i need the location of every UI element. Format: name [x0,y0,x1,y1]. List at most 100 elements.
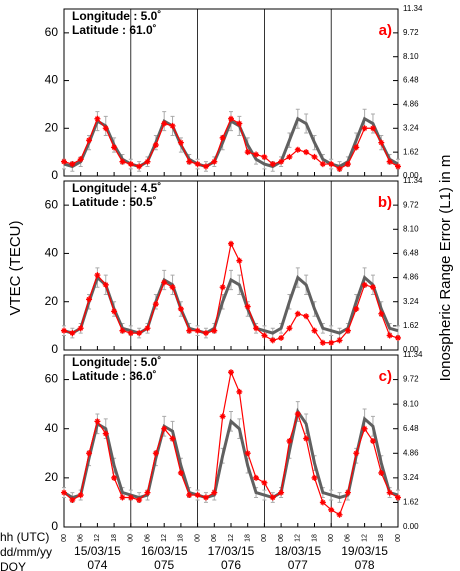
x-tick-label: 12 [94,534,101,542]
observed-point [219,284,226,291]
observed-point [395,494,401,501]
date-label: 16/03/15 [141,544,188,558]
date-label: 18/03/15 [274,544,321,558]
x-tick-label: 00 [328,534,335,542]
observed-point [336,511,343,518]
observed-point [219,134,226,141]
x-tick-label: 12 [161,534,168,542]
mean-line [63,274,399,335]
y-tick-label: 40 [45,421,59,435]
observed-point [278,158,285,165]
observed-point [202,330,209,337]
x-row-title: dd/mm/yy [0,545,52,559]
y-tick-label: 0 [51,168,58,182]
panel-label: a) [379,22,392,39]
doy-label: 075 [154,558,174,571]
observed-point [77,325,84,332]
doy-label: 074 [87,558,107,571]
observed-point [336,337,343,344]
observed-point [228,115,234,122]
annotation: Longitude : 4.5˚ [72,181,161,195]
observed-point [244,303,251,310]
y-tick-label: 60 [45,372,59,386]
observed-point [303,149,310,156]
observed-point [152,141,159,148]
y2-axis-title: Ionospheric Range Error (L1) in m [437,155,454,382]
observed-point [119,158,126,165]
observed-point [286,325,293,332]
observed-point [328,339,335,346]
observed-point [69,496,76,503]
annotation: Longitude : 5.0˚ [72,355,161,369]
observed-point [269,337,276,344]
observed-point [236,257,243,264]
observed-point [177,469,184,476]
date-label: 15/03/15 [74,544,121,558]
observed-point [353,144,360,151]
observed-point [294,146,301,153]
y-tick-label: 0 [51,519,58,533]
observed-point [395,334,401,341]
x-row-title: hh (UTC) [0,530,49,544]
observed-point [102,125,109,132]
date-label: 17/03/15 [208,544,255,558]
observed-point [261,153,268,160]
y2-tick-label: 4.86 [403,448,419,457]
observed-point [236,120,243,127]
x-tick-label: 06 [144,534,151,542]
observed-point [319,339,326,346]
y2-tick-label: 0.00 [403,345,419,354]
observed-point [328,161,335,168]
observed-point [86,296,93,303]
observed-point [328,506,335,513]
observed-point [253,325,260,332]
x-tick-label: 18 [311,534,318,542]
observed-point [269,494,276,501]
y-tick-label: 60 [45,197,59,211]
observed-point [177,305,184,312]
observed-point [136,330,143,337]
observed-point [319,161,326,168]
observed-point [211,158,218,165]
observed-point [202,494,209,501]
observed-point [236,388,243,395]
observed-point [194,492,201,499]
y2-tick-label: 3.24 [403,123,419,132]
observed-point [61,158,67,165]
observed-point [194,161,201,168]
observed-point [127,330,134,337]
x-tick-label: 00 [61,534,68,542]
observed-point [278,334,285,341]
observed-point [186,158,193,165]
observed-point [186,327,193,334]
x-tick-label: 06 [278,534,285,542]
observed-point [102,281,109,288]
annotation: Latitude : 36.0˚ [72,369,157,383]
observed-point [311,153,318,160]
x-tick-label: 00 [128,534,135,542]
observed-point [311,327,318,334]
annotation: Latitude : 50.5˚ [72,195,157,209]
y2-tick-label: 8.10 [403,224,419,233]
y2-tick-label: 1.62 [403,498,419,507]
observed-point [228,369,234,376]
x-tick-label: 18 [245,534,252,542]
observed-point [369,125,376,132]
observed-point [311,474,318,481]
observed-point [361,425,368,432]
observed-point [111,308,118,315]
observed-point [303,435,310,442]
observed-point [344,327,351,334]
x-tick-label: 00 [395,534,402,542]
observed-point [94,418,101,425]
observed-point [161,279,168,286]
observed-point [378,310,385,317]
y-tick-label: 40 [45,73,59,87]
annotation: Latitude : 61.0˚ [72,23,157,37]
observed-point [61,327,67,334]
x-tick-label: 18 [178,534,185,542]
observed-point [319,499,326,506]
y2-tick-label: 9.72 [403,375,419,384]
y2-tick-label: 6.48 [403,424,419,433]
